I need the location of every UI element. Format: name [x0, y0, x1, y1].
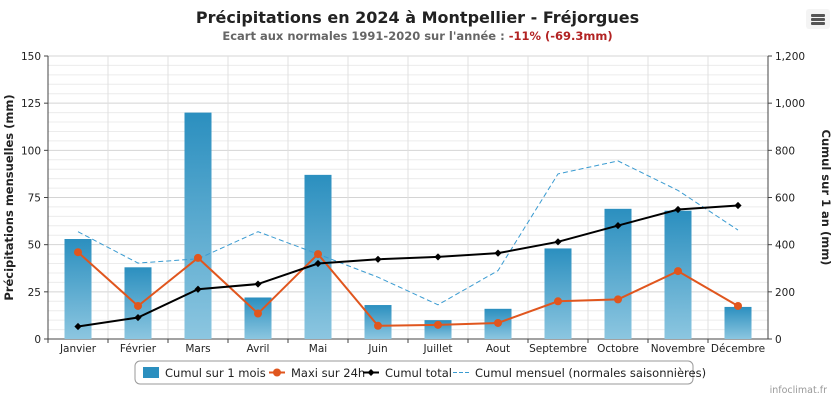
point-maxi-24h — [734, 301, 742, 310]
point-maxi-24h — [554, 297, 562, 306]
y2-tick-label: 1,200 — [775, 51, 805, 63]
line-cumul-total — [77, 204, 739, 328]
legend-label-cumul-mois: Cumul sur 1 mois — [165, 366, 266, 380]
point-cumul-total — [734, 201, 742, 210]
point-cumul-total — [74, 322, 82, 331]
point-maxi-24h — [674, 267, 682, 276]
point-cumul-total — [434, 253, 442, 261]
x-tick-label: Novembre — [651, 343, 705, 355]
credits-link[interactable]: infoclimat.fr — [769, 385, 827, 396]
legend-marker-cumul-total — [367, 369, 375, 376]
point-maxi-24h — [614, 295, 622, 304]
chart-title: Précipitations en 2024 à Montpellier - F… — [195, 8, 640, 27]
x-tick-label: Aout — [486, 343, 510, 355]
y-tick-label: 50 — [28, 240, 41, 252]
x-tick-label: Décembre — [711, 343, 765, 355]
x-tick-label: Janvier — [59, 343, 97, 355]
y-tick-label: 75 — [28, 193, 41, 205]
point-maxi-24h — [434, 320, 442, 329]
point-maxi-24h — [74, 248, 82, 257]
x-tick-label: Mai — [309, 343, 327, 355]
legend-swatch-cumul-mois — [143, 367, 159, 378]
y2-tick-label: 800 — [775, 145, 795, 157]
legend-label-cumul-total: Cumul total — [385, 366, 452, 380]
point-maxi-24h — [374, 321, 382, 330]
subtitle-prefix: Ecart aux normales 1991-2020 sur l'année… — [222, 29, 509, 43]
point-maxi-24h — [254, 309, 262, 318]
bar-cumul-mois — [724, 306, 752, 339]
point-maxi-24h — [194, 253, 202, 262]
legend-box — [134, 360, 694, 385]
chart-subtitle: Ecart aux normales 1991-2020 sur l'année… — [0, 29, 835, 43]
bar-cumul-mois — [604, 208, 632, 339]
point-cumul-total — [314, 259, 322, 268]
point-maxi-24h — [314, 250, 322, 259]
y2-axis-title: Cumul sur 1 an (mm) — [819, 130, 833, 266]
x-tick-label: Mars — [185, 343, 210, 355]
point-cumul-total — [554, 238, 562, 246]
bar-cumul-mois — [184, 112, 212, 339]
x-tick-label: Juin — [367, 343, 387, 355]
y-tick-label: 150 — [21, 51, 41, 63]
point-cumul-total — [674, 205, 682, 214]
line-maxi-24h — [77, 251, 739, 327]
point-maxi-24h — [494, 318, 502, 327]
y-axis-title: Précipitations mensuelles (mm) — [2, 94, 16, 300]
x-tick-label: Octobre — [597, 343, 639, 355]
subtitle-deviation: -11% (-69.3mm) — [508, 29, 613, 43]
y-tick-label: 100 — [21, 145, 41, 157]
bar-cumul-mois — [544, 248, 572, 339]
x-tick-label: Février — [120, 343, 157, 355]
point-cumul-total — [614, 221, 622, 230]
line-normales — [77, 160, 739, 306]
point-maxi-24h — [134, 301, 142, 310]
legend-label-maxi-24h: Maxi sur 24h — [291, 366, 365, 380]
y-tick-label: 25 — [28, 287, 41, 299]
legend-marker-maxi-24h — [273, 368, 281, 377]
point-cumul-total — [194, 285, 202, 293]
legend-label-normales: Cumul mensuel (normales saisonnières) — [475, 366, 706, 380]
point-cumul-total — [494, 249, 502, 257]
y2-tick-label: 1,000 — [775, 98, 805, 110]
y2-tick-label: 600 — [775, 193, 795, 205]
point-cumul-total — [134, 313, 142, 322]
y-tick-label: 125 — [21, 98, 41, 110]
y-tick-label: 0 — [34, 334, 41, 346]
y2-tick-label: 0 — [775, 334, 782, 346]
hamburger-menu-icon[interactable] — [806, 9, 830, 29]
x-tick-label: Avril — [247, 343, 270, 355]
point-cumul-total — [254, 280, 262, 288]
point-cumul-total — [374, 255, 382, 263]
y2-tick-label: 400 — [775, 240, 795, 252]
x-tick-label: Juillet — [422, 343, 452, 355]
y2-tick-label: 200 — [775, 287, 795, 299]
x-tick-label: Septembre — [529, 343, 587, 355]
